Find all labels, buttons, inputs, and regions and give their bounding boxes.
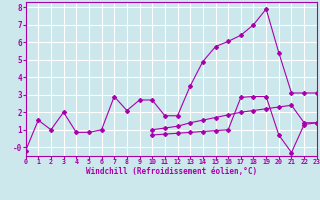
X-axis label: Windchill (Refroidissement éolien,°C): Windchill (Refroidissement éolien,°C) (86, 167, 257, 176)
